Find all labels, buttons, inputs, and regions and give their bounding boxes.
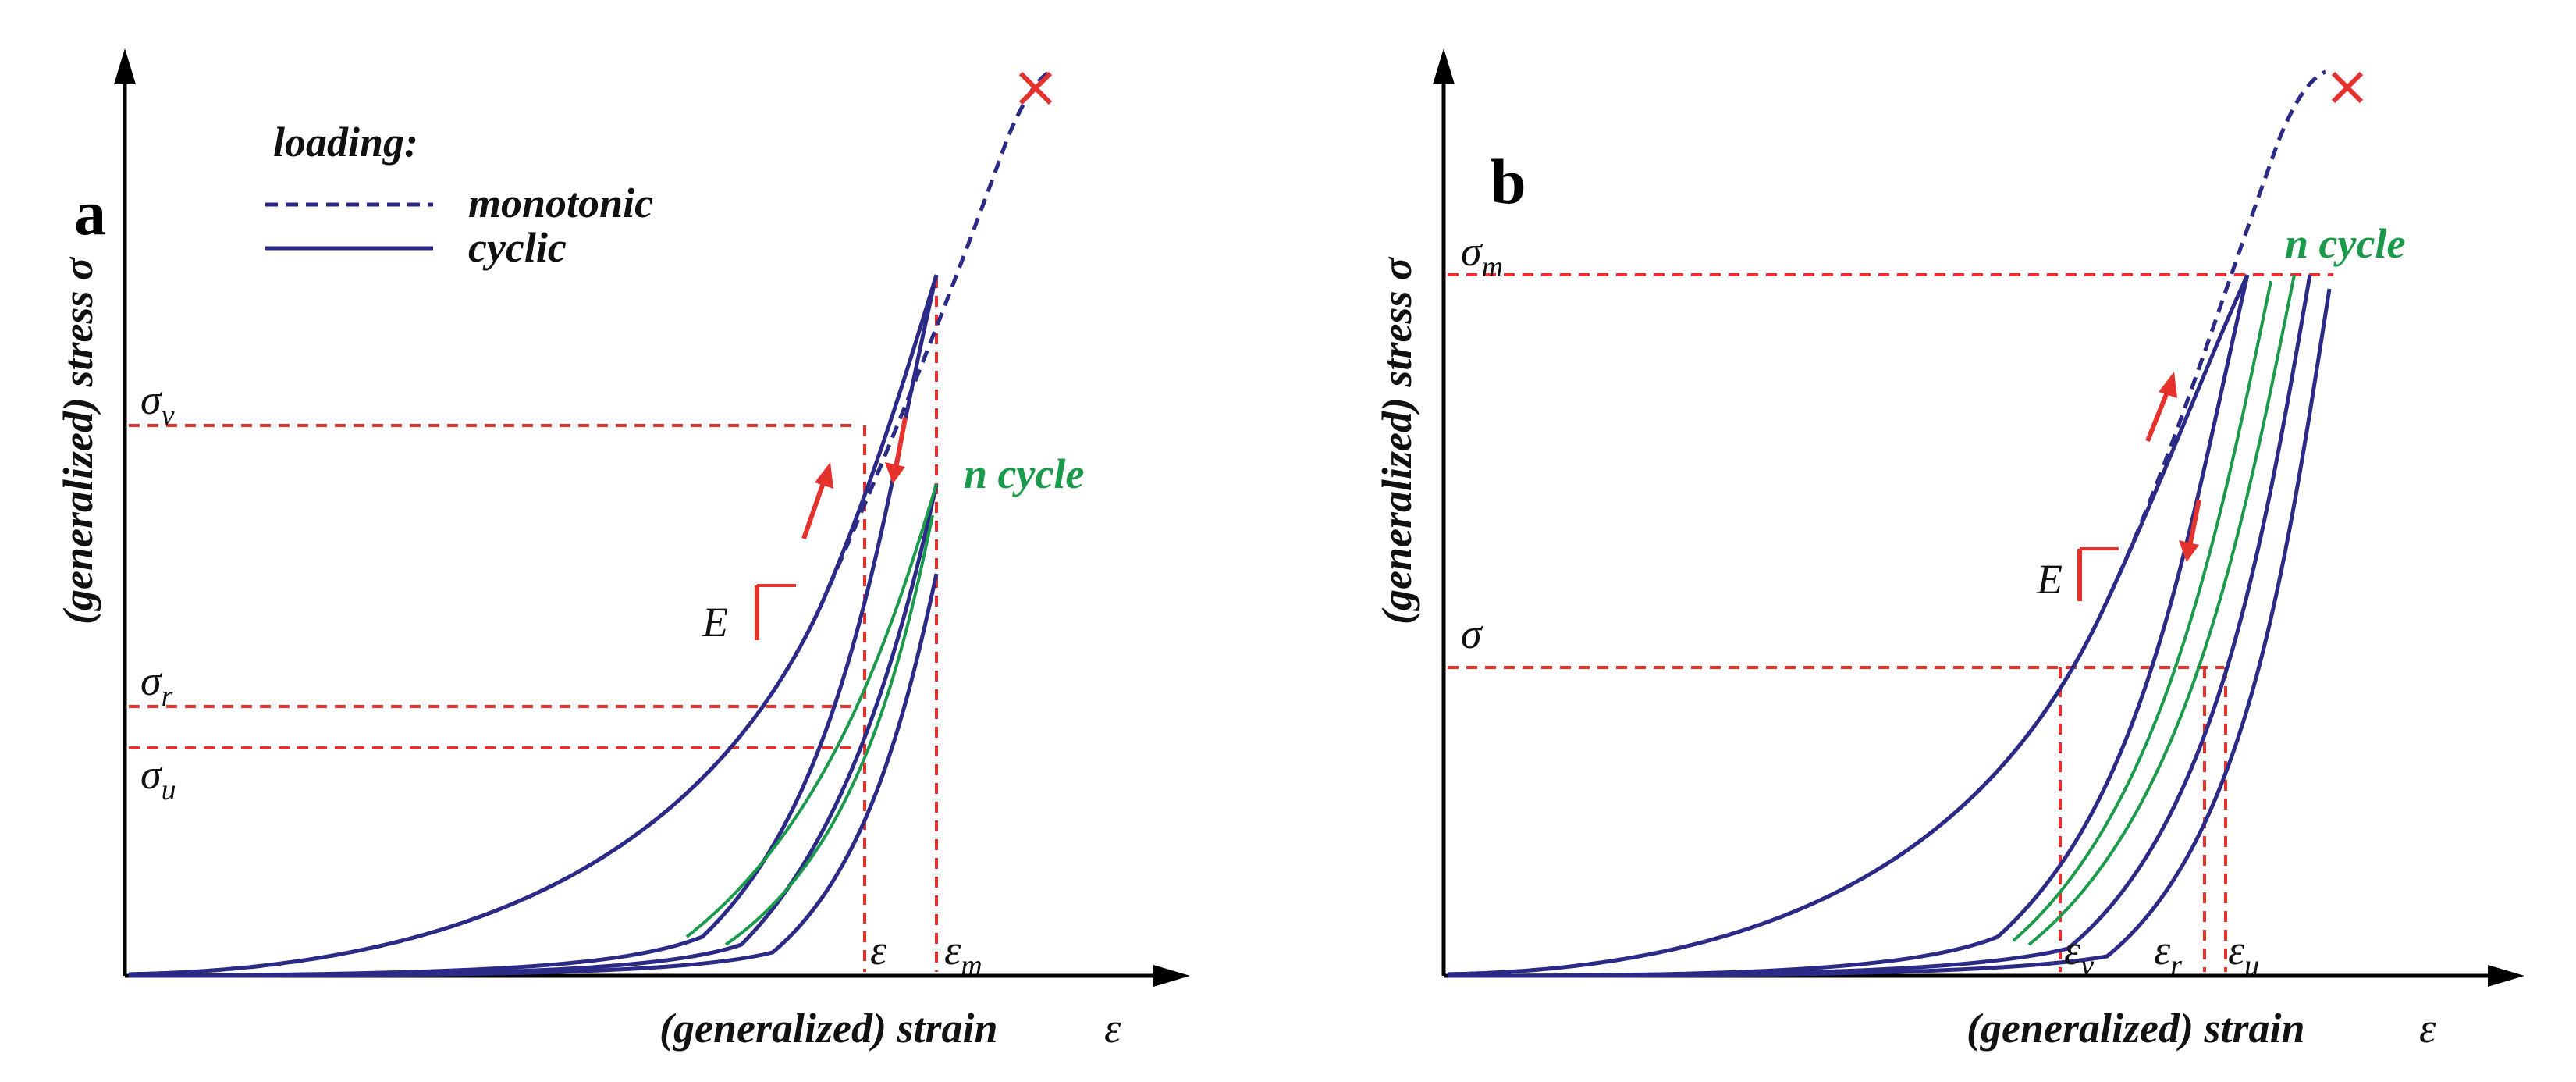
unloading-arrow-head-a (885, 462, 905, 484)
eps-u-label-b: εu (2228, 927, 2259, 982)
unloading-curve-1-a (128, 274, 939, 978)
cycle-curve-3-a (128, 573, 939, 978)
panel-label-b: b (1491, 146, 1526, 217)
n-cycle-curve-a2 (724, 514, 934, 946)
modulus-label-a: E (702, 599, 728, 646)
legend-title: loading: (273, 119, 418, 166)
n-cycle-curve-b1 (2027, 274, 2296, 946)
x-axis-symbol-a: ε (1104, 1005, 1121, 1052)
y-axis-arrow-a (114, 48, 136, 84)
cyclic-loading-curve-a (128, 274, 939, 977)
x-axis-arrow-b (2488, 965, 2524, 987)
x-axis-symbol-b: ε (2419, 1005, 2436, 1052)
cycle-curve-3-b (1447, 288, 2332, 978)
n-cycle-curve-a1 (685, 483, 938, 938)
loading-arrow-b (2145, 385, 2172, 443)
eps-label-a: ε (870, 927, 887, 973)
legend-monotonic-label: monotonic (468, 180, 653, 226)
modulus-label-b: E (2036, 556, 2063, 603)
failure-mark-a2 (1018, 71, 1053, 105)
x-axis-label-b: (generalized) strain (1967, 1005, 2305, 1052)
n-cycle-curve-b2 (2012, 280, 2272, 942)
panel-a: a (generalized) stress σ σv σr σu E n cy… (55, 48, 1190, 1052)
unloading-arrow-head-b (2179, 540, 2199, 562)
y-axis-label-a: (generalized) stress σ (55, 256, 101, 625)
x-axis-label-a: (generalized) strain (659, 1005, 998, 1052)
legend: loading: monotonic cyclic (265, 119, 653, 271)
loading-arrow-head-b (2159, 372, 2177, 398)
loading-arrow-head-a (815, 462, 833, 489)
legend-cyclic-label: cyclic (468, 224, 567, 271)
panel-label-a: a (74, 177, 106, 248)
loading-arrow-a (801, 475, 828, 539)
y-axis-arrow-b (1433, 48, 1455, 84)
x-axis-arrow-a (1153, 965, 1190, 987)
n-cycle-label-a: n cycle (964, 450, 1084, 497)
cyclic-loading-curve-b (1447, 273, 2250, 977)
sigma-r-label-a: σr (140, 657, 173, 713)
y-axis-label-b: (generalized) stress σ (1373, 256, 1420, 625)
eps-m-label-a: εm (944, 927, 982, 982)
sigma-m-label-b: σm (1461, 228, 1503, 283)
panel-b: b (generalized) stress σ σm σ E n cycle … (1373, 48, 2524, 1052)
cycle-curve-2-a (128, 483, 939, 978)
unloading-arrow-b (2187, 499, 2201, 547)
label-mask-a (70, 109, 113, 265)
eps-v-label-b: εv (2064, 927, 2094, 982)
unloading-curve-1-b (1447, 274, 2250, 978)
failure-mark-b2 (2331, 71, 2364, 104)
unloading-arrow-a (894, 417, 908, 469)
sigma-v-label-a: σv (140, 376, 175, 432)
eps-r-label-b: εr (2154, 927, 2182, 982)
n-cycle-label-b: n cycle (2285, 220, 2405, 267)
sigma-label-b: σ (1461, 610, 1483, 657)
sigma-u-label-a: σu (140, 751, 176, 806)
